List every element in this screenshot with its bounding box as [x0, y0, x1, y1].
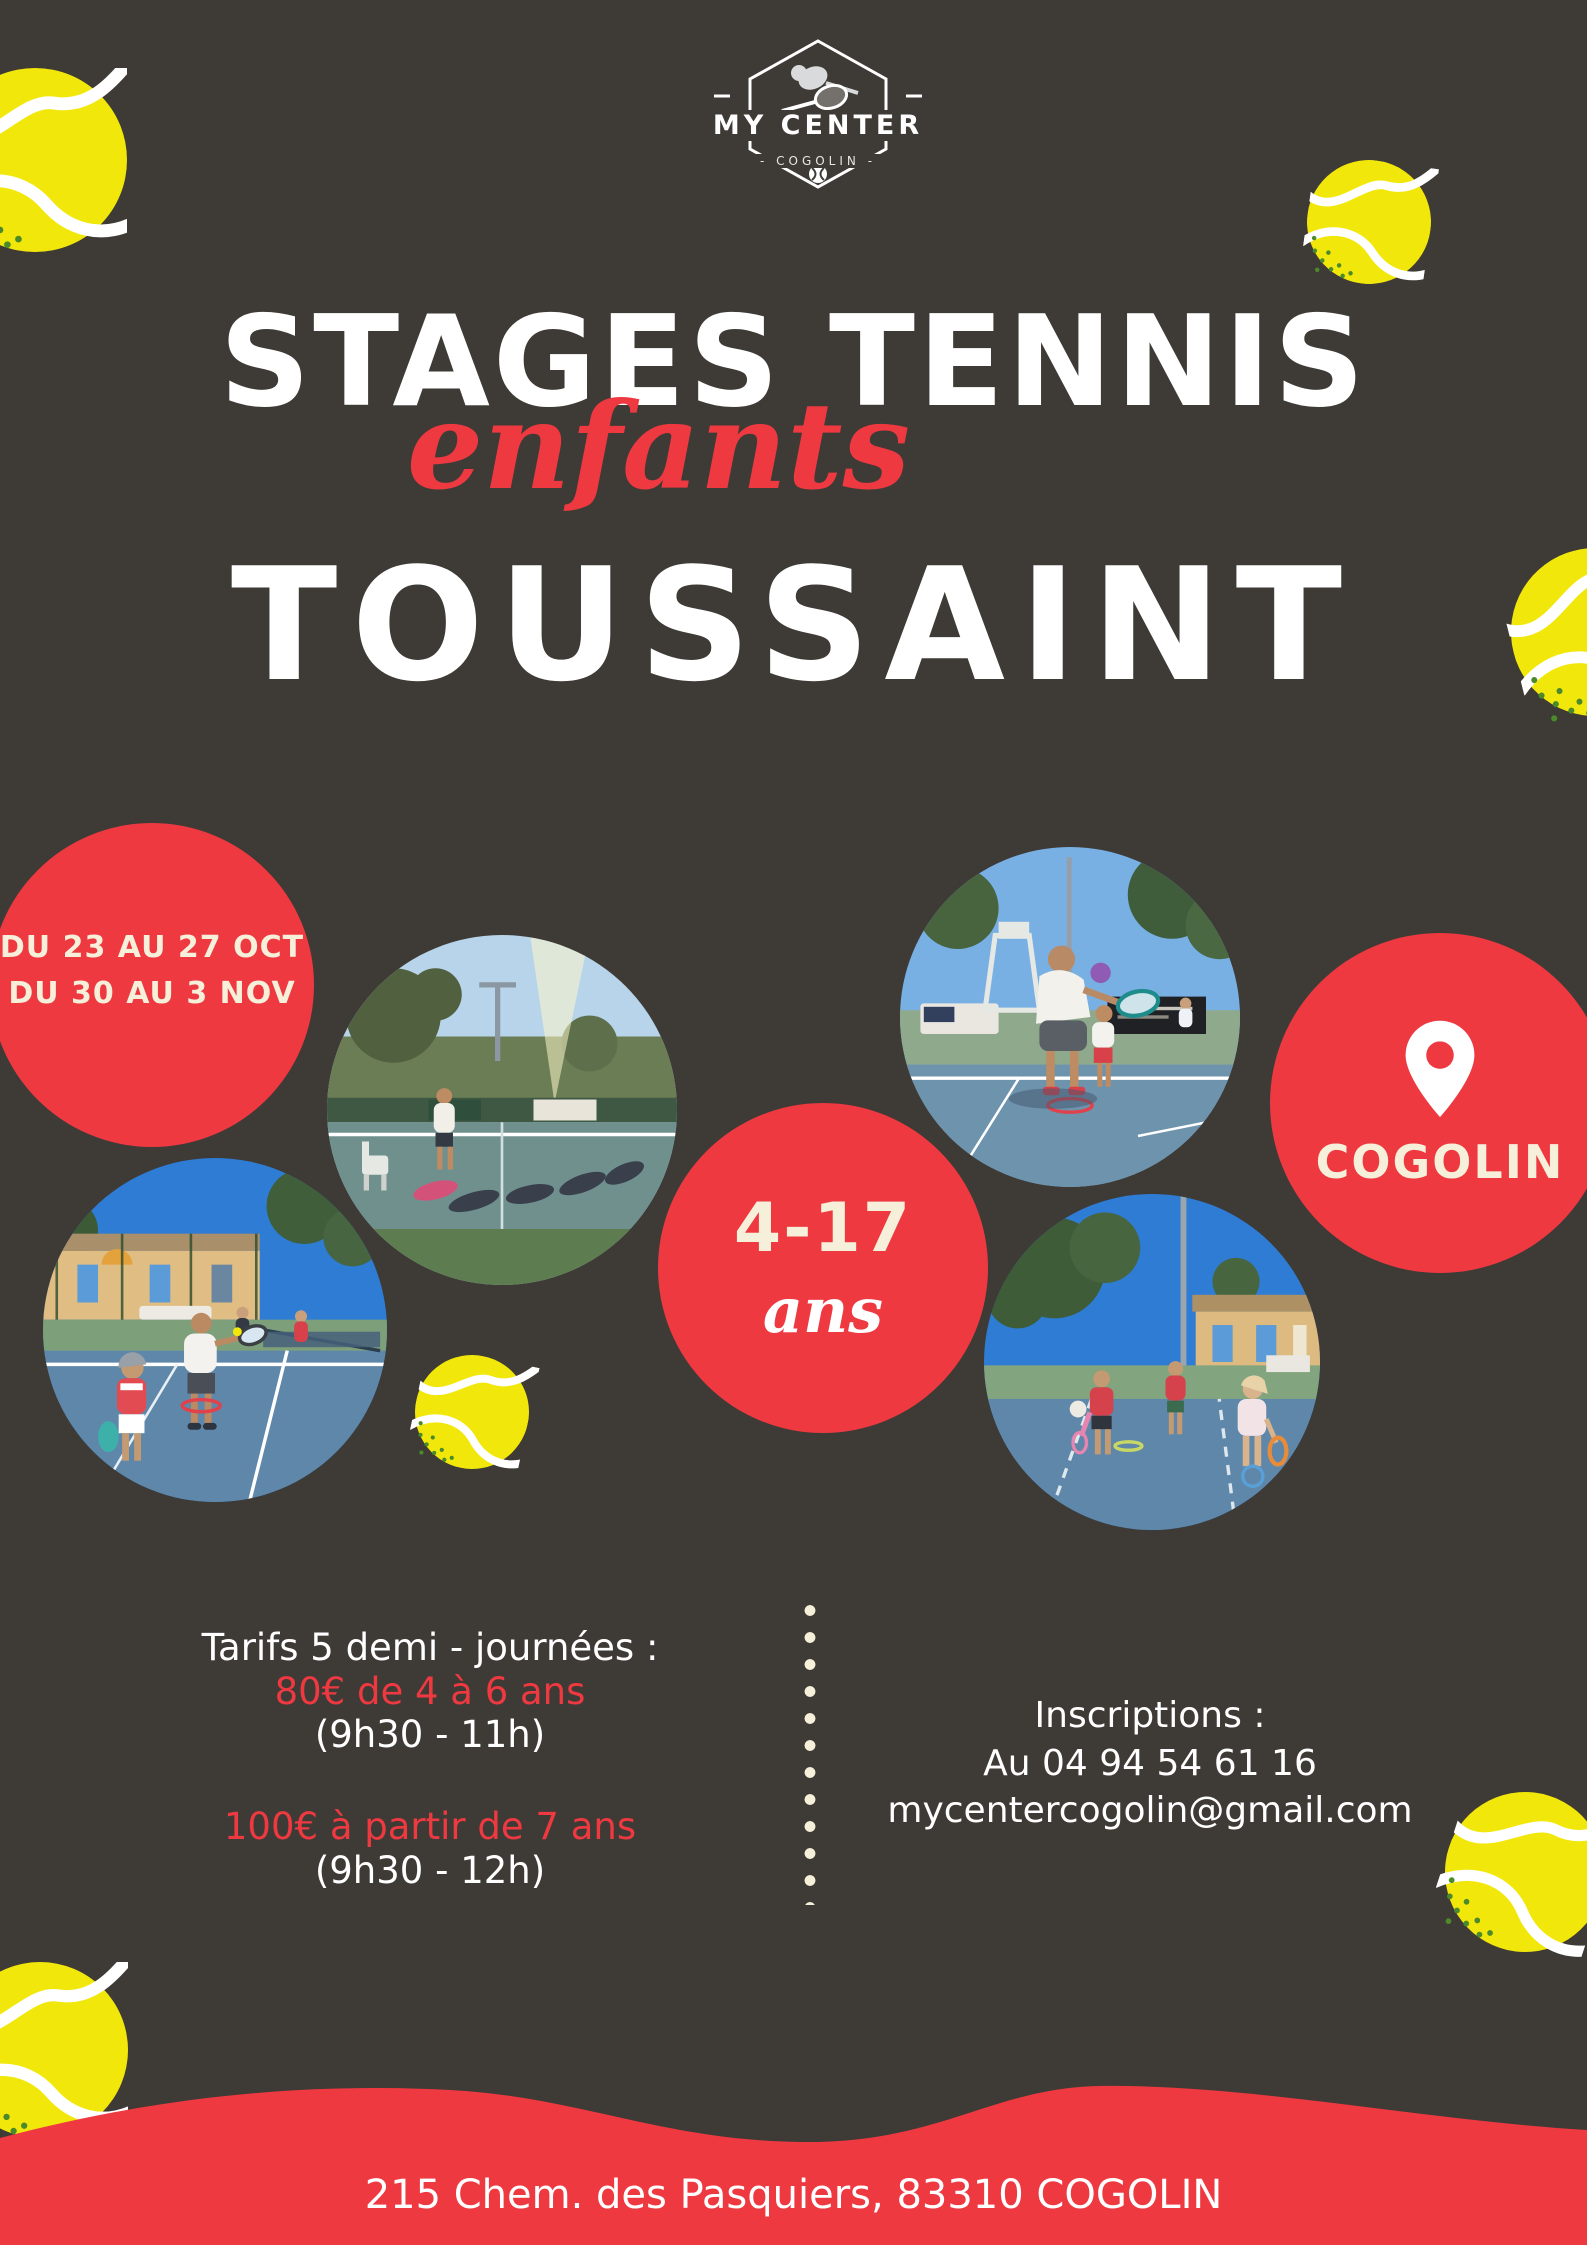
headline-stages-tennis: STAGES TENNIS — [219, 288, 1368, 435]
tennis-ball-icon — [1299, 152, 1439, 292]
figure-kid-left — [1071, 1370, 1114, 1455]
tennis-ball-icon — [404, 1344, 539, 1479]
dates-line-1: DU 23 AU 27 OCT — [0, 929, 305, 965]
logo-subtitle: - COGOLIN - — [700, 150, 936, 169]
photo-coach-helping-kid — [900, 847, 1240, 1187]
figure-kid-middle — [1165, 1361, 1186, 1435]
figure-coach — [433, 1088, 455, 1170]
age-badge: 4-17 ans — [658, 1103, 988, 1433]
tennis-ball-icon — [1424, 1771, 1587, 1973]
price-item-2-hours: (9h30 - 12h) — [314, 1848, 546, 1892]
contact-phone: Au 04 94 54 61 16 — [983, 1742, 1317, 1784]
headline-toussaint: TOUSSAINT — [230, 534, 1357, 716]
dotted-divider — [802, 1597, 818, 1905]
figure-girl-right — [1237, 1375, 1289, 1488]
age-unit: ans — [762, 1274, 884, 1347]
location-badge: COGOLIN — [1270, 933, 1587, 1273]
logo-name: MY CENTER — [700, 110, 936, 141]
contact-heading: Inscriptions : — [1034, 1695, 1266, 1736]
dates-line-2: DU 30 AU 3 NOV — [8, 976, 296, 1011]
footer-wave — [0, 2085, 1587, 2245]
dates-badge: DU 23 AU 27 OCT DU 30 AU 3 NOV — [0, 823, 314, 1147]
age-range: 4-17 — [733, 1189, 913, 1268]
figure-coach — [1036, 945, 1161, 1096]
photo-kids-practicing — [984, 1194, 1320, 1530]
price-item-2: 100€ à partir de 7 ans — [223, 1804, 637, 1848]
photo-coach-serving — [43, 1158, 387, 1502]
figure-kid — [1092, 1005, 1115, 1087]
contact-section: Inscriptions : Au 04 94 54 61 16 mycente… — [860, 1692, 1440, 1835]
photo-group-stretching — [327, 935, 677, 1285]
price-item-1-hours: (9h30 - 11h) — [314, 1713, 546, 1757]
location-label: COGOLIN — [1315, 1135, 1565, 1189]
figure-coach — [184, 1312, 268, 1430]
pricing-heading: Tarifs 5 demi - journées : — [201, 1626, 659, 1669]
headline-enfants: enfants — [406, 376, 911, 517]
tennis-ball-icon — [0, 68, 127, 252]
footer-address: 215 Chem. des Pasquiers, 83310 COGOLIN — [364, 2172, 1223, 2218]
logo-hexagon-rackets-icon — [714, 39, 922, 189]
pricing-section: Tarifs 5 demi - journées : 80€ de 4 à 6 … — [140, 1626, 720, 1892]
location-pin-icon — [1405, 1020, 1475, 1118]
club-logo: MY CENTER - COGOLIN - — [700, 36, 936, 194]
figure-far-kid — [294, 1310, 308, 1343]
net — [262, 1328, 381, 1353]
figure-far-kid — [1178, 997, 1193, 1028]
figure-kid — [98, 1352, 147, 1461]
price-item-1: 80€ de 4 à 6 ans — [274, 1669, 586, 1713]
contact-email: mycentercogolin@gmail.com — [887, 1790, 1413, 1832]
chair — [362, 1141, 389, 1191]
